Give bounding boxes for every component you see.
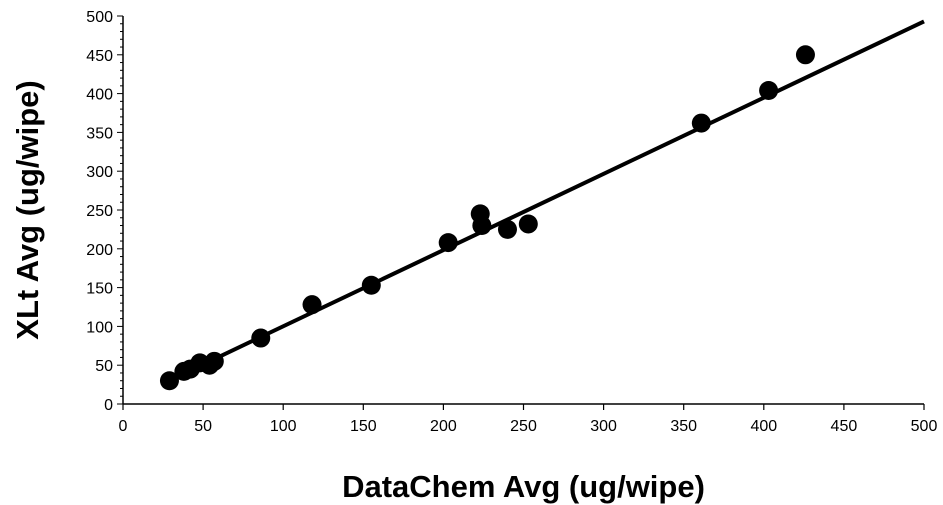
x-tick-label: 200 xyxy=(430,418,457,435)
data-point xyxy=(302,295,322,315)
y-tick-label: 100 xyxy=(86,319,113,336)
data-point xyxy=(159,371,179,391)
data-point xyxy=(438,233,458,253)
y-tick-label: 250 xyxy=(86,203,113,220)
data-point xyxy=(691,113,711,133)
y-tick-label: 400 xyxy=(86,87,113,104)
data-point xyxy=(472,216,492,236)
y-tick-label: 200 xyxy=(86,242,113,259)
y-axis-title: XLt Avg (ug/wipe) xyxy=(10,80,45,339)
x-tick-label: 300 xyxy=(590,418,617,435)
x-tick-label: 0 xyxy=(119,418,128,435)
x-tick-label: 250 xyxy=(510,418,537,435)
x-tick-label: 150 xyxy=(350,418,377,435)
trend-line xyxy=(203,19,925,366)
data-point xyxy=(518,214,538,234)
data-point xyxy=(251,328,271,348)
x-tick-label: 400 xyxy=(750,418,777,435)
y-tick-label: 50 xyxy=(95,358,113,375)
y-tick-label: 150 xyxy=(86,281,113,298)
data-point xyxy=(795,45,815,65)
y-tick-label: 500 xyxy=(86,9,113,26)
y-tick-label: 300 xyxy=(86,164,113,181)
data-point xyxy=(497,219,517,239)
y-tick-label: 0 xyxy=(104,397,113,414)
x-axis-title: DataChem Avg (ug/wipe) xyxy=(342,469,705,504)
x-tick-label: 50 xyxy=(194,418,212,435)
x-tick-label: 450 xyxy=(831,418,858,435)
y-tick-label: 350 xyxy=(86,125,113,142)
x-tick-label: 100 xyxy=(270,418,297,435)
data-point xyxy=(759,80,779,100)
y-tick-label: 450 xyxy=(86,48,113,65)
x-tick-label: 500 xyxy=(911,418,938,435)
data-point xyxy=(204,351,224,371)
data-point xyxy=(361,275,381,295)
x-tick-label: 350 xyxy=(670,418,697,435)
